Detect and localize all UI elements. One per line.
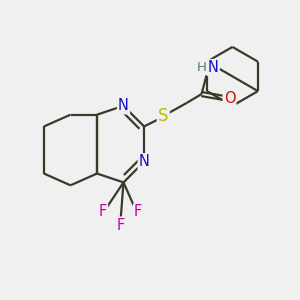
Text: N: N [118,98,129,113]
Text: F: F [99,204,107,219]
Text: N: N [208,60,219,75]
Text: H: H [196,61,206,74]
Text: O: O [224,91,235,106]
Text: F: F [134,204,142,219]
Text: S: S [158,107,169,125]
Text: N: N [139,154,149,169]
Text: F: F [116,218,125,232]
